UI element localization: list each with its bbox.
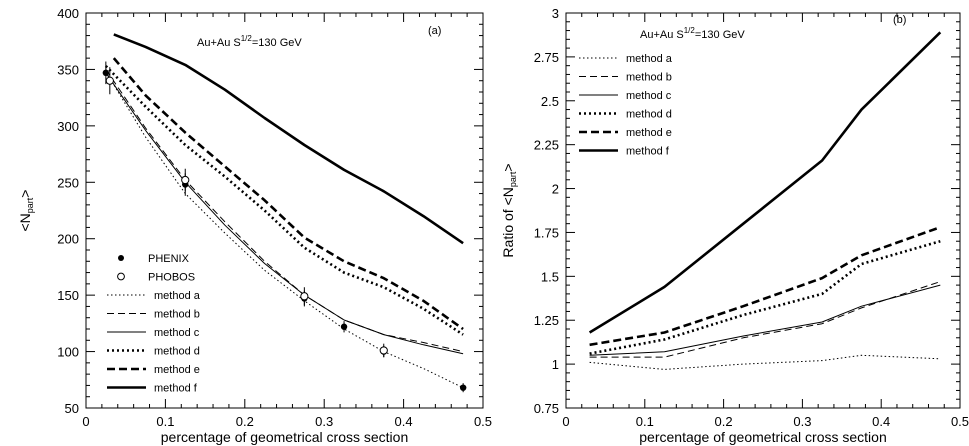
y-tick-label: 250 (57, 175, 79, 190)
x-tick-label: 0.4 (395, 414, 413, 429)
series-line-method-e (589, 225, 941, 347)
y-tick-label: 100 (57, 345, 79, 360)
legend-marker-phenix (118, 255, 124, 261)
y-tick-label: 150 (57, 288, 79, 303)
legend-label: method a (626, 53, 673, 65)
y-tick-label: 2 (552, 182, 559, 197)
y-axis-label-suffix: > (17, 190, 33, 198)
chart-title: Au+Au S1/2=130 GeV (640, 26, 745, 41)
chart-panel-a: 0 0.1 0.2 0.3 0.4 0.5 50 100 150 200 250 300 350 400 p… (17, 6, 492, 445)
legend-label: method b (154, 309, 200, 321)
y-tick-label: 400 (57, 6, 79, 21)
title-energy: S (233, 37, 240, 49)
series-line-method-f (113, 33, 464, 245)
x-tick-label: 0.2 (236, 414, 254, 429)
legend-label: method d (154, 346, 200, 358)
legend-label: method b (626, 72, 672, 84)
y-tick-label: 2.75 (534, 50, 559, 65)
data-point-phenix (102, 69, 110, 77)
x-tick-label: 0.1 (156, 414, 174, 429)
legend-label: method d (626, 109, 672, 121)
y-tick-label: 1.25 (534, 313, 559, 328)
x-axis-label: percentage of geometrical cross section (639, 429, 886, 445)
series-line-method-b (105, 69, 464, 353)
y-axis-label-prefix: <N (17, 213, 33, 231)
y-tick-label: 350 (57, 62, 79, 77)
x-tick-label: 0.5 (951, 414, 969, 429)
y-axis-label: Ratio of <Npart> (500, 163, 518, 257)
y-tick-label: 300 (57, 119, 79, 134)
data-point-phenix (340, 323, 348, 330)
legend-label: method c (626, 90, 672, 102)
title-energy-value: =130 GeV (252, 37, 303, 49)
y-tick-label: 3 (552, 6, 559, 21)
y-tick-label: 2.25 (534, 138, 559, 153)
panel-label: (b) (893, 14, 906, 26)
x-tick-label: 0.5 (474, 414, 492, 429)
y-tick-label: 1 (552, 357, 559, 372)
data-point-phobos (181, 175, 190, 185)
title-system: Au+Au (197, 37, 233, 49)
title-system: Au+Au (640, 29, 676, 41)
y-tick-label: 200 (57, 232, 79, 247)
legend-label: method e (154, 364, 200, 376)
series-line-method-c (105, 72, 464, 355)
x-axis-label: percentage of geometrical cross section (161, 429, 408, 445)
y-tick-label: 1.75 (534, 225, 559, 240)
panel-label: (a) (428, 25, 441, 37)
legend-label: method e (626, 127, 672, 139)
data-point-phobos (105, 76, 114, 85)
series-line-method-b (589, 281, 941, 358)
x-tick-label: 0.3 (793, 414, 811, 429)
legend-label: method f (154, 383, 198, 395)
chart-title: Au+Au S1/2=130 GeV (197, 34, 302, 49)
y-axis-label-subscript: part (25, 197, 35, 213)
series-line-method-f (588, 31, 942, 334)
y-axis-label-prefix: Ratio of <N (500, 187, 516, 257)
legend-label: PHENIX (148, 253, 190, 265)
x-tick-label: 0.3 (315, 414, 333, 429)
data-point-phenix (459, 384, 467, 391)
title-energy: S (676, 29, 683, 41)
x-tick-label: 0.4 (872, 414, 890, 429)
y-tick-label: 0.75 (534, 401, 559, 416)
y-axis-label-subscript: part (508, 171, 518, 187)
title-energy-value: =130 GeV (695, 29, 746, 41)
x-tick-label: 0.2 (715, 414, 733, 429)
series-line-method-d (104, 65, 464, 336)
chart-panel-b: 0 0.1 0.2 0.3 0.4 0.5 0.75 1 1.25 1.5 1.75 2 2.25 2.5… (500, 6, 969, 445)
y-tick-label: 50 (65, 401, 79, 416)
title-energy-sup: 1/2 (241, 34, 253, 43)
x-tick-label: 0 (82, 414, 89, 429)
y-axis-label: <Npart> (17, 190, 35, 232)
series-line-method-e (112, 57, 464, 331)
legend-label: method f (626, 146, 670, 158)
plot-frame (85, 12, 484, 409)
legend-label: PHOBOS (148, 272, 195, 284)
series-line-method-a (105, 71, 464, 389)
y-axis-label-suffix: > (500, 163, 516, 171)
plot-frame (565, 12, 961, 409)
y-tick-label: 1.5 (541, 269, 559, 284)
series-line-method-a (589, 354, 941, 370)
y-tick-label: 2.5 (541, 94, 559, 109)
data-point-phobos (300, 292, 309, 301)
x-tick-label: 0.1 (636, 414, 654, 429)
legend-label: method c (154, 327, 200, 339)
legend-label: method a (154, 290, 201, 302)
title-energy-sup: 1/2 (684, 26, 696, 35)
data-point-phobos (379, 346, 388, 355)
series-line-method-c (589, 284, 941, 356)
legend-marker-phobos (117, 272, 125, 281)
x-tick-label: 0 (562, 414, 569, 429)
